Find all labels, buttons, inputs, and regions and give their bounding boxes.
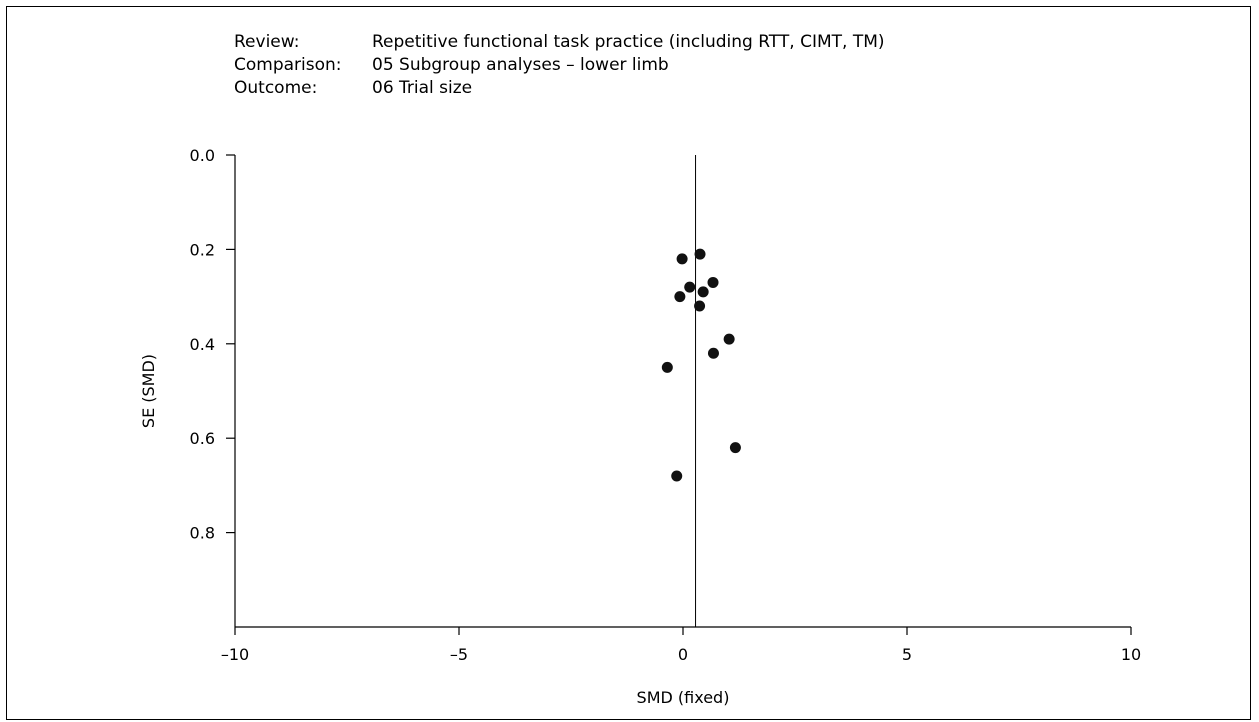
- plot-axes: –10 –5 0 5 10 0.0 0.2 0.4 0.6 0.8: [190, 146, 1142, 664]
- data-point: [723, 333, 735, 345]
- data-point: [671, 470, 683, 482]
- x-axis-label: SMD (fixed): [637, 688, 730, 707]
- data-point: [707, 276, 719, 288]
- data-point: [707, 347, 719, 359]
- data-point: [694, 248, 706, 260]
- y-tick-label: 0.8: [190, 524, 215, 543]
- data-point: [674, 291, 686, 303]
- y-tick-label: 0.2: [190, 240, 215, 259]
- data-point: [661, 361, 673, 373]
- y-tick-label: 0.6: [190, 429, 215, 448]
- review-value: Repetitive functional task practice (inc…: [372, 32, 885, 52]
- y-tick-label: 0.4: [190, 335, 215, 354]
- x-tick-label: 10: [1121, 645, 1141, 664]
- comparison-label: Comparison:: [234, 55, 342, 75]
- x-tick-label: –10: [221, 645, 249, 664]
- data-points: [661, 248, 741, 482]
- data-point: [694, 300, 706, 312]
- axis-labels: SMD (fixed) SE (SMD): [139, 354, 729, 707]
- figure-frame: [6, 6, 1251, 720]
- data-point: [729, 442, 741, 454]
- x-tick-label: –5: [450, 645, 468, 664]
- data-point: [676, 253, 688, 265]
- y-axis-label: SE (SMD): [139, 354, 158, 428]
- x-tick-label: 5: [902, 645, 912, 664]
- outcome-value: 06 Trial size: [372, 78, 473, 98]
- x-tick-label: 0: [678, 645, 688, 664]
- data-point: [684, 281, 696, 293]
- review-label: Review:: [234, 32, 300, 52]
- comparison-value: 05 Subgroup analyses – lower limb: [372, 55, 669, 75]
- outcome-label: Outcome:: [234, 78, 318, 98]
- y-tick-label: 0.0: [190, 146, 215, 165]
- data-point: [697, 286, 709, 298]
